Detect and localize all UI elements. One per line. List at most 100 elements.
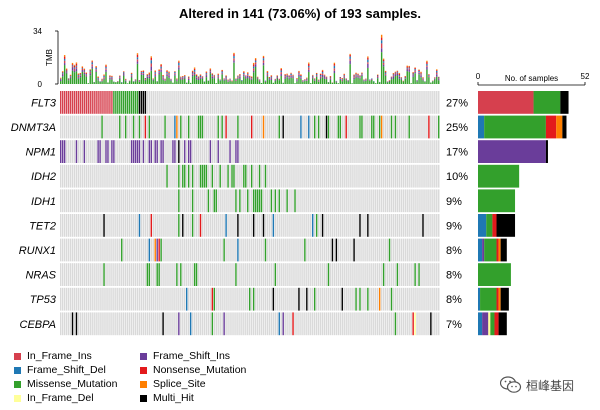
tmb-bar (268, 79, 271, 84)
empty-cell (276, 189, 278, 213)
empty-cell (193, 164, 196, 188)
empty-cell (376, 263, 379, 286)
empty-cell (115, 312, 117, 336)
empty-cell (182, 263, 184, 286)
empty-cell (416, 263, 418, 286)
empty-cell (243, 263, 245, 286)
empty-cell (256, 214, 259, 237)
percent-label: 7% (446, 319, 462, 331)
tmb-bar (115, 82, 117, 84)
empty-cell (69, 287, 72, 311)
mutation-cell (97, 140, 99, 163)
tmb-bar (75, 66, 78, 69)
tmb-bar (79, 74, 82, 76)
tmb-bar (355, 75, 357, 77)
empty-cell (369, 164, 371, 188)
tmb-bar (235, 80, 237, 84)
empty-cell (371, 189, 373, 213)
mutation-cell (237, 140, 239, 163)
empty-cell (359, 91, 361, 114)
tmb-bar (300, 77, 302, 78)
empty-cell (83, 214, 86, 237)
tmb-bar (361, 74, 363, 75)
empty-cell (111, 287, 113, 311)
empty-cell (231, 214, 233, 237)
mutation-cell (176, 263, 178, 286)
empty-cell (292, 115, 294, 139)
empty-cell (199, 140, 202, 163)
empty-cell (266, 287, 269, 311)
empty-cell (126, 214, 129, 237)
mutation-cell (390, 115, 393, 139)
empty-cell (128, 164, 131, 188)
tmb-bar (156, 81, 158, 84)
empty-cell (380, 164, 383, 188)
tmb-bar (367, 67, 369, 84)
empty-cell (211, 214, 214, 237)
empty-cell (65, 164, 68, 188)
empty-cell (138, 164, 141, 188)
empty-cell (304, 263, 306, 286)
tmb-bar (302, 80, 304, 82)
empty-cell (107, 263, 109, 286)
tmb-bar (184, 78, 186, 84)
empty-cell (168, 238, 170, 262)
tmb-bar (245, 75, 247, 77)
empty-cell (95, 238, 97, 262)
empty-cell (286, 312, 288, 336)
tmb-bar (229, 80, 231, 81)
tmb-bar (247, 73, 249, 75)
gene-bar-segment (482, 238, 485, 262)
empty-cell (148, 91, 151, 114)
empty-cell (280, 312, 282, 336)
empty-cell (412, 91, 414, 114)
tmb-bar (254, 60, 257, 63)
empty-cell (376, 214, 379, 237)
empty-cell (402, 238, 405, 262)
empty-cell (371, 263, 373, 286)
tmb-bar (306, 80, 308, 84)
tmb-bar (136, 63, 139, 84)
tmb-bar (123, 72, 125, 74)
tmb-bar (123, 74, 125, 76)
empty-cell (434, 263, 436, 286)
empty-cell (414, 164, 416, 188)
empty-cell (414, 189, 416, 213)
empty-cell (209, 91, 212, 114)
empty-cell (341, 263, 343, 286)
empty-cell (229, 287, 231, 311)
empty-cell (91, 238, 93, 262)
empty-cell (402, 312, 405, 336)
empty-cell (215, 312, 217, 336)
empty-cell (243, 214, 245, 237)
tmb-bar (359, 75, 361, 76)
empty-cell (150, 287, 152, 311)
tmb-bar (77, 74, 80, 76)
empty-cell (280, 189, 282, 213)
empty-cell (223, 164, 225, 188)
tmb-bar (205, 73, 208, 75)
tmb-bar (270, 78, 273, 80)
tmb-bar (75, 62, 78, 64)
tmb-bar (416, 80, 418, 82)
empty-cell (343, 312, 345, 336)
empty-cell (132, 189, 135, 213)
tmb-bar (231, 81, 233, 84)
empty-cell (91, 312, 93, 336)
tmb-bar (221, 74, 223, 84)
empty-cell (363, 164, 365, 188)
empty-cell (349, 214, 351, 237)
empty-cell (290, 164, 292, 188)
empty-cell (152, 287, 154, 311)
empty-cell (400, 287, 403, 311)
empty-cell (292, 263, 294, 286)
empty-cell (85, 263, 88, 286)
tmb-bar (341, 81, 343, 84)
empty-cell (349, 287, 351, 311)
empty-cell (343, 140, 345, 163)
legend-item: Nonsense_Mutation (140, 364, 246, 376)
mutation-cell (231, 164, 233, 188)
mutation-cell (113, 91, 115, 114)
tmb-bar (223, 80, 225, 84)
empty-cell (422, 312, 424, 336)
